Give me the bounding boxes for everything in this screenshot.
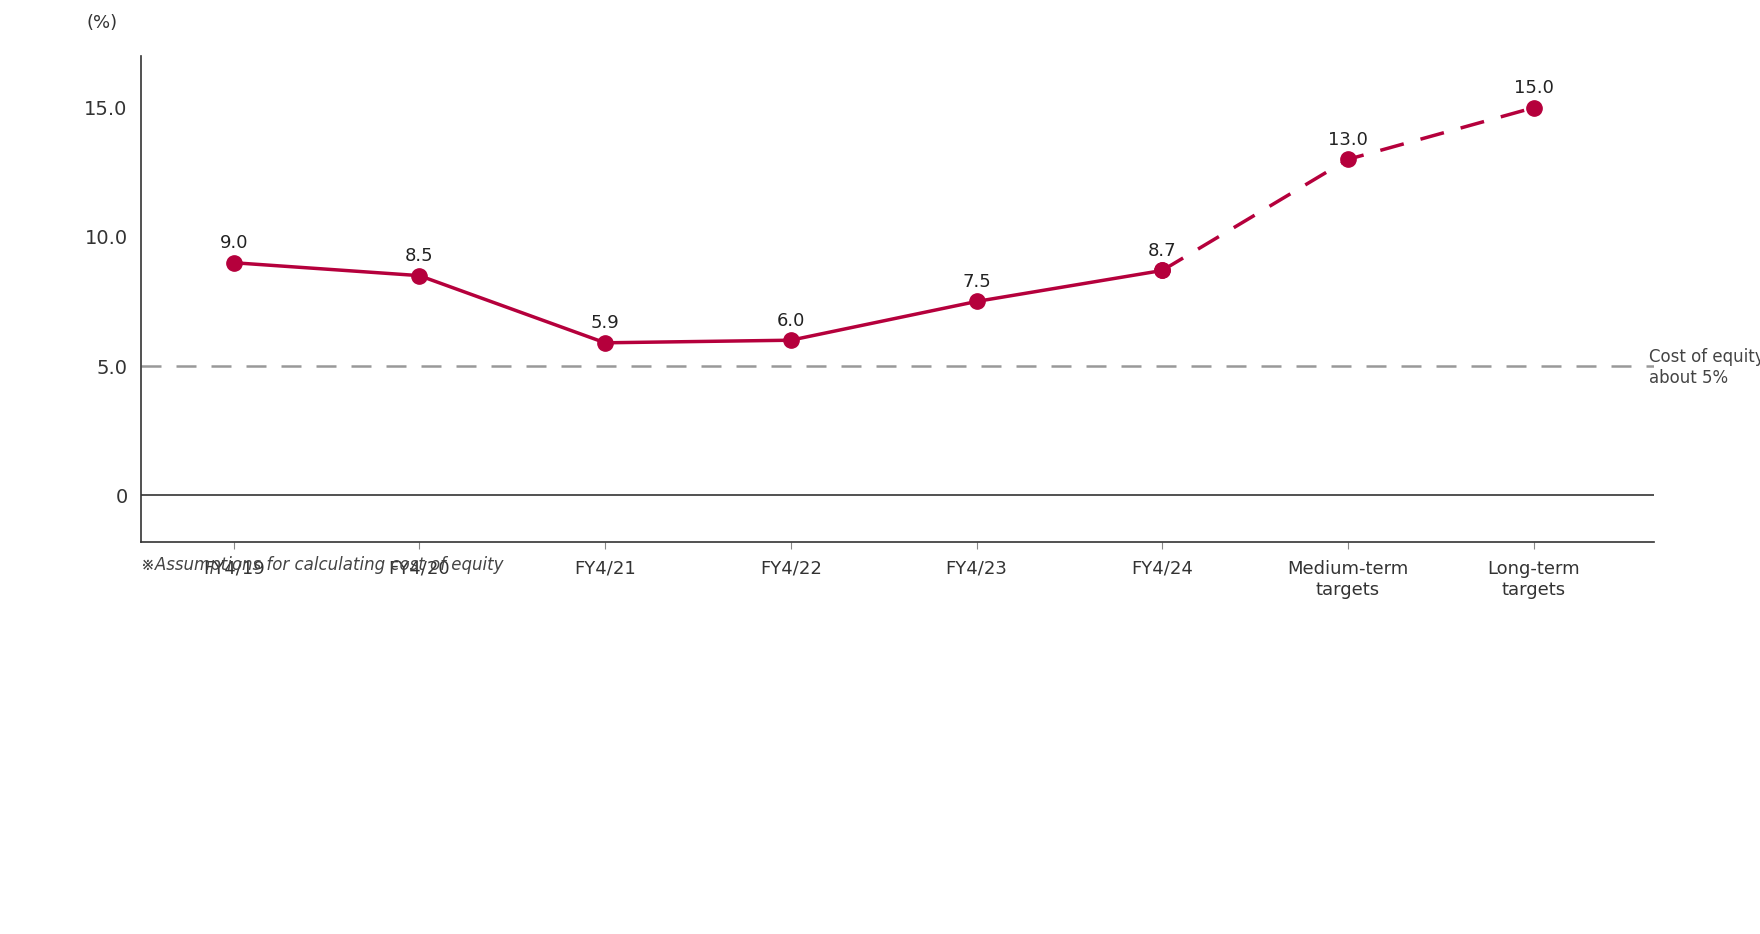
Text: =: =: [370, 756, 391, 779]
Text: +: +: [776, 754, 799, 782]
Text: 6.0: 6.0: [776, 312, 804, 330]
Text: (%): (%): [86, 14, 118, 32]
Text: (vs TOPIX Dividend
Included 5 years): (vs TOPIX Dividend Included 5 years): [903, 777, 1063, 820]
Text: ※Assumptions for calculating cost of equity: ※Assumptions for calculating cost of equ…: [141, 556, 503, 573]
Text: 13.0: 13.0: [1329, 131, 1368, 149]
Text: ×: ×: [1133, 754, 1156, 782]
Text: 5.9: 5.9: [591, 315, 620, 333]
Text: 8.5: 8.5: [405, 248, 433, 265]
Text: (10-year Japanese
Government Bond Yield): (10-year Japanese Government Bond Yield): [475, 777, 678, 820]
Text: Risk Free Rate: Risk Free Rate: [491, 686, 660, 706]
Text: Adjusted β: Adjusted β: [919, 686, 1045, 706]
Text: (Expected return on Japanese stocks
over the past 50 years–10-year
Japanese Gove: (Expected return on Japanese stocks over…: [1271, 740, 1589, 832]
Text: Cost of equity
about 5%: Cost of equity about 5%: [1649, 348, 1760, 387]
Text: 7.5: 7.5: [963, 273, 991, 291]
Text: 15.0: 15.0: [1514, 79, 1554, 97]
Text: Equity Risk Premium: Equity Risk Premium: [1308, 658, 1552, 679]
Text: Cost of Equity: Cost of Equity: [144, 757, 310, 777]
Text: 9.0: 9.0: [220, 234, 248, 252]
Text: 8.7: 8.7: [1148, 242, 1177, 261]
